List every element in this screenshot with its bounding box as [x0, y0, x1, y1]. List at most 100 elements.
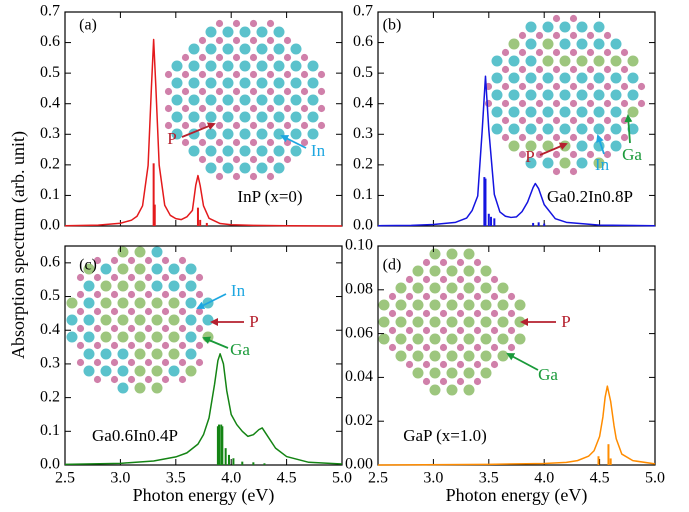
- cluster-anion: [161, 324, 170, 333]
- cluster-anion: [535, 65, 544, 74]
- cluster-anion: [215, 172, 224, 181]
- y-tick-label: 0.6: [353, 33, 373, 50]
- spectrum-line: [64, 38, 343, 227]
- cluster-cation: [151, 348, 163, 360]
- cluster-anion: [144, 375, 153, 384]
- cluster-anion: [283, 104, 292, 113]
- cluster-anion: [473, 377, 482, 386]
- cluster-anion: [422, 326, 431, 335]
- cluster-cation: [171, 111, 183, 123]
- cluster-cation: [168, 331, 180, 343]
- cluster-cation: [446, 265, 458, 277]
- panel-label: (d): [383, 257, 402, 274]
- cluster-cation: [395, 316, 407, 328]
- cluster-anion: [249, 70, 258, 79]
- cluster-cation: [273, 162, 285, 174]
- cluster-anion: [178, 324, 187, 333]
- compound-label: InP (x=0): [237, 187, 302, 206]
- cluster-cation: [463, 299, 475, 311]
- cluster-anion: [569, 150, 578, 159]
- cluster-anion: [181, 121, 190, 130]
- cluster-cation: [83, 263, 95, 275]
- cluster-anion: [161, 375, 170, 384]
- cluster-cation: [593, 89, 605, 101]
- x-tick-label: 4.0: [221, 470, 241, 487]
- cluster-cation: [134, 382, 146, 394]
- cluster-anion: [439, 292, 448, 301]
- cluster-anion: [198, 104, 207, 113]
- cluster-cation: [222, 128, 234, 140]
- cluster-cation: [429, 265, 441, 277]
- cluster-anion: [93, 290, 102, 299]
- cluster-cation: [188, 43, 200, 55]
- cluster-anion: [164, 121, 173, 130]
- y-tick-label: 0.02: [345, 412, 373, 429]
- arrow: [181, 122, 216, 138]
- cluster-anion: [422, 343, 431, 352]
- y-tick-label: 0.04: [345, 368, 373, 385]
- cluster: [378, 248, 526, 396]
- cluster-anion: [603, 116, 612, 125]
- cluster-cation: [627, 72, 639, 84]
- y-tick-label: 0.7: [353, 3, 373, 20]
- cluster-cation: [66, 297, 78, 309]
- cluster-cation: [542, 106, 554, 118]
- cluster-anion: [388, 326, 397, 335]
- cluster-cation: [134, 280, 146, 292]
- cluster-cation: [497, 299, 509, 311]
- spectrum-line: [377, 75, 656, 227]
- cluster-cation: [463, 384, 475, 396]
- cluster-anion: [405, 360, 414, 369]
- cluster-cation: [627, 106, 639, 118]
- cluster-anion: [552, 48, 561, 57]
- cluster-cation: [256, 145, 268, 157]
- atom-label: In: [311, 141, 326, 160]
- cluster-anion: [215, 121, 224, 130]
- cluster-anion: [283, 155, 292, 164]
- y-tick-label: 0.5: [353, 64, 373, 81]
- spectrum-line: [64, 353, 343, 466]
- cluster-anion: [93, 358, 102, 367]
- cluster-cation: [446, 367, 458, 379]
- cluster-cation: [525, 106, 537, 118]
- cluster-anion: [215, 36, 224, 45]
- cluster-cation: [188, 77, 200, 89]
- cluster-cation: [222, 111, 234, 123]
- cluster-cation: [134, 331, 146, 343]
- y-tick-label: 0.4: [40, 94, 60, 111]
- cluster-anion: [388, 292, 397, 301]
- cluster-cation: [100, 280, 112, 292]
- cluster-cation: [222, 145, 234, 157]
- cluster-cation: [593, 38, 605, 50]
- cluster-anion: [507, 326, 516, 335]
- cluster-cation: [463, 282, 475, 294]
- cluster-cation: [239, 77, 251, 89]
- cluster-anion: [127, 307, 136, 316]
- cluster-anion: [195, 290, 204, 299]
- cluster-cation: [185, 365, 197, 377]
- cluster-cation: [491, 123, 503, 135]
- cluster-anion: [127, 290, 136, 299]
- cluster-cation: [117, 314, 129, 326]
- cluster-cation: [205, 43, 217, 55]
- cluster-cation: [83, 314, 95, 326]
- cluster-cation: [480, 316, 492, 328]
- x-tick-label: 3.0: [423, 470, 443, 487]
- cluster-anion: [178, 273, 187, 282]
- cluster-anion: [249, 155, 258, 164]
- x-axis-label: Photon energy (eV): [446, 485, 588, 506]
- cluster-anion: [161, 273, 170, 282]
- cluster-anion: [501, 116, 510, 125]
- cluster-anion: [178, 290, 187, 299]
- cluster-cation: [412, 282, 424, 294]
- cluster-cation: [395, 299, 407, 311]
- compound-label: Ga0.6In0.4P: [92, 426, 178, 445]
- cluster-cation: [185, 331, 197, 343]
- cluster-anion: [620, 48, 629, 57]
- cluster-anion: [93, 341, 102, 350]
- cluster-cation: [100, 365, 112, 377]
- cluster-anion: [388, 343, 397, 352]
- cluster-anion: [181, 70, 190, 79]
- cluster-cation: [542, 55, 554, 67]
- cluster-anion: [535, 116, 544, 125]
